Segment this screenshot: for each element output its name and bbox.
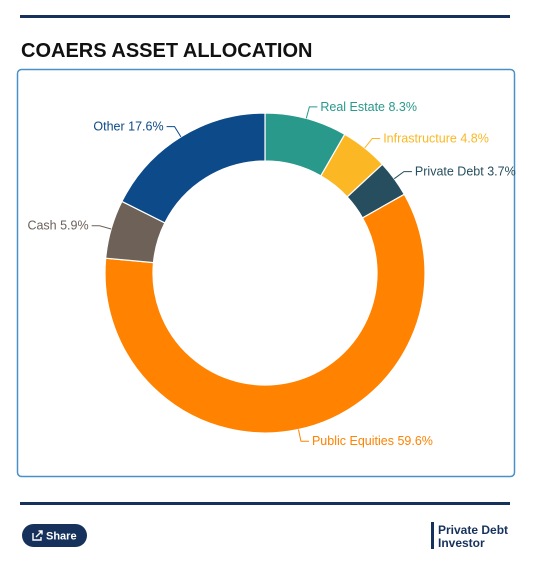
bottom-rule	[20, 502, 510, 505]
brand-line: Private Debt	[438, 523, 508, 537]
slice-label: Cash 5.9%	[27, 219, 88, 233]
slice-name: Private Debt	[415, 165, 484, 179]
slice-label: Private Debt 3.7%	[415, 165, 516, 179]
top-rule	[20, 15, 510, 18]
slice-name: Other	[93, 120, 124, 134]
brand-bar	[431, 522, 434, 549]
slice-name: Public Equities	[312, 434, 394, 448]
slice-label: Public Equities 59.6%	[312, 434, 433, 448]
slice-value: 17.6%	[128, 120, 163, 134]
slice-value: 59.6%	[397, 434, 432, 448]
slice-value: 5.9%	[60, 219, 89, 233]
slice-name: Cash	[27, 219, 56, 233]
donut-segment	[121, 112, 266, 224]
share-icon	[32, 530, 43, 541]
leader-line	[166, 126, 182, 138]
leader-line	[364, 138, 381, 149]
slice-label: Real Estate 8.3%	[320, 100, 417, 114]
share-label[interactable]: Share	[46, 531, 77, 543]
donut-plot: Real Estate 8.3% Infrastructure 4.8% Priva…	[27, 100, 515, 448]
brand-line: Investor	[438, 536, 485, 550]
chart-title: COAERS ASSET ALLOCATION	[21, 40, 312, 62]
share-button-bg[interactable]	[22, 524, 87, 547]
leader-line	[393, 171, 412, 180]
donut-segment	[104, 193, 426, 434]
leader-line	[297, 429, 309, 442]
leader-line	[305, 106, 318, 119]
leader-line	[91, 225, 112, 230]
slice-name: Infrastructure	[383, 132, 457, 146]
slice-label: Other 17.6%	[93, 120, 163, 134]
slice-value: 3.7%	[487, 165, 516, 179]
slice-value: 4.8%	[460, 132, 489, 146]
slice-value: 8.3%	[388, 100, 417, 114]
share-button[interactable]: Share	[22, 524, 87, 547]
slice-name: Real Estate	[320, 100, 385, 114]
slice-label: Infrastructure 4.8%	[383, 132, 489, 146]
